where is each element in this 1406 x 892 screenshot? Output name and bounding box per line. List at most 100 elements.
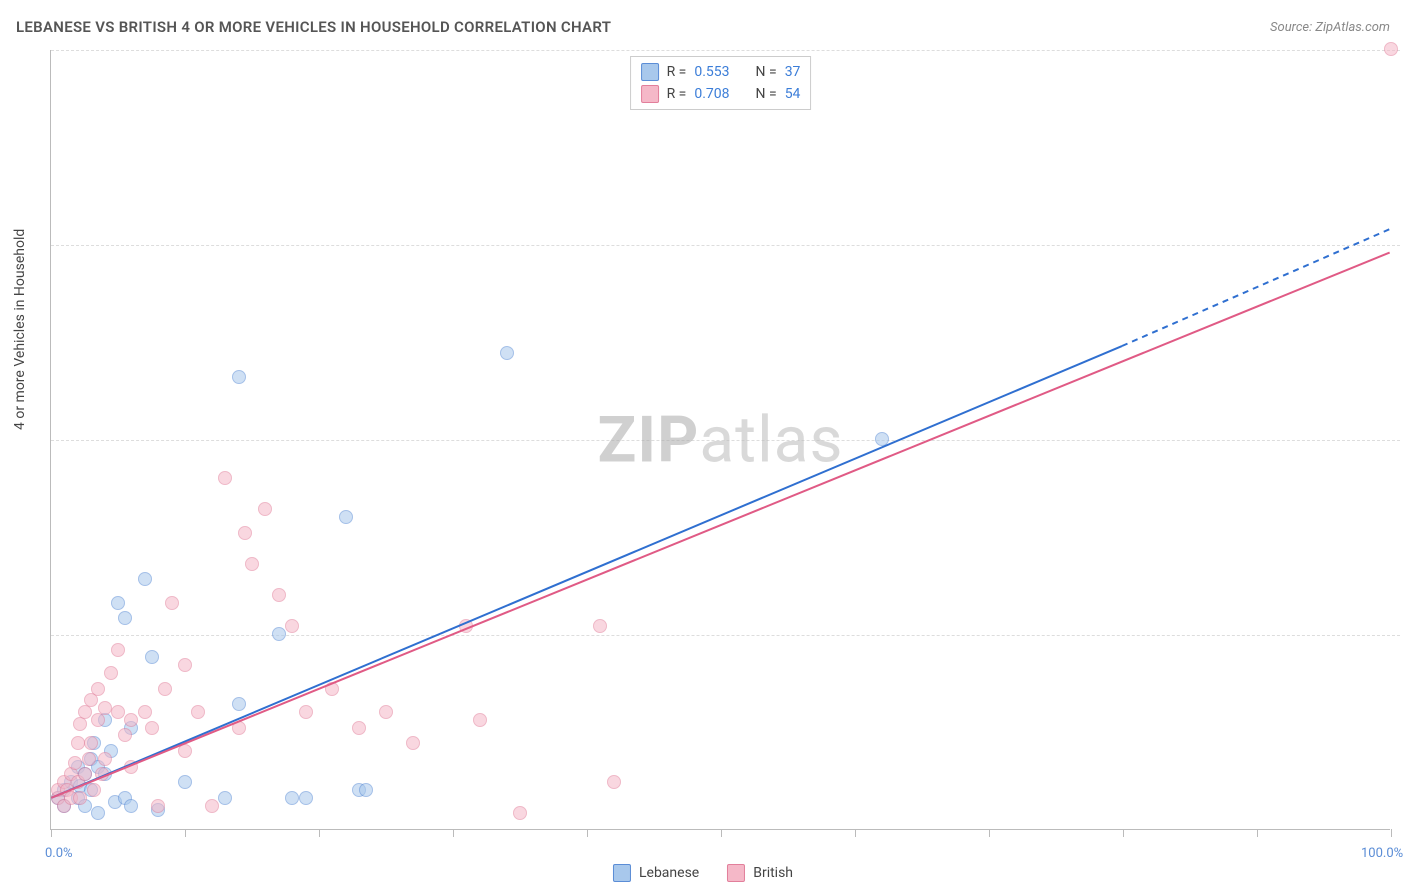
scatter-point (178, 658, 192, 672)
x-tick (587, 829, 588, 837)
scatter-point (285, 791, 299, 805)
gridline-h (51, 635, 1400, 636)
scatter-point (145, 650, 159, 664)
scatter-point (87, 783, 101, 797)
x-tick (989, 829, 990, 837)
correlation-legend: R = 0.553 N = 37 R = 0.708 N = 54 (630, 56, 812, 110)
scatter-point (118, 611, 132, 625)
legend-n-value: 54 (785, 86, 801, 102)
scatter-point (299, 705, 313, 719)
legend-series-label: British (753, 865, 793, 881)
scatter-point (145, 721, 159, 735)
legend-swatch (613, 864, 631, 882)
scatter-point (82, 752, 96, 766)
gridline-h (51, 440, 1400, 441)
scatter-point (607, 775, 621, 789)
scatter-point (299, 791, 313, 805)
scatter-point (84, 736, 98, 750)
scatter-point (111, 643, 125, 657)
scatter-point (285, 619, 299, 633)
scatter-point (78, 767, 92, 781)
scatter-point (875, 432, 889, 446)
legend-swatch (641, 63, 659, 81)
legend-bottom-item: Lebanese (613, 864, 699, 882)
scatter-point (178, 775, 192, 789)
scatter-point (359, 783, 373, 797)
scatter-point (258, 502, 272, 516)
scatter-point (406, 736, 420, 750)
scatter-point (91, 682, 105, 696)
legend-r-value: 0.708 (694, 86, 729, 102)
x-tick (453, 829, 454, 837)
x-tick-label: 0.0% (45, 846, 73, 861)
legend-swatch (727, 864, 745, 882)
scatter-point (118, 728, 132, 742)
scatter-point (1384, 42, 1398, 56)
scatter-point (165, 596, 179, 610)
x-tick (1123, 829, 1124, 837)
scatter-point (473, 713, 487, 727)
legend-r-value: 0.553 (694, 64, 729, 80)
scatter-point (218, 471, 232, 485)
legend-n-value: 37 (785, 64, 801, 80)
header-bar: LEBANESE VS BRITISH 4 OR MORE VEHICLES I… (16, 18, 1390, 36)
source-attribution: Source: ZipAtlas.com (1270, 20, 1390, 35)
x-tick (1257, 829, 1258, 837)
scatter-point (593, 619, 607, 633)
x-tick (721, 829, 722, 837)
scatter-point (71, 736, 85, 750)
scatter-point (352, 721, 366, 735)
scatter-point (238, 526, 252, 540)
scatter-point (111, 705, 125, 719)
scatter-point (272, 627, 286, 641)
legend-bottom-item: British (727, 864, 793, 882)
scatter-point (178, 744, 192, 758)
legend-top-row: R = 0.553 N = 37 (641, 61, 801, 83)
scatter-point (232, 697, 246, 711)
legend-r-prefix: R = (667, 64, 687, 80)
scatter-point (98, 752, 112, 766)
scatter-point (339, 510, 353, 524)
y-axis-label: 4 or more Vehicles in Household (12, 229, 28, 430)
scatter-point (218, 791, 232, 805)
x-tick (51, 829, 52, 837)
scatter-point (124, 713, 138, 727)
x-tick (319, 829, 320, 837)
scatter-point (513, 806, 527, 820)
series-legend: Lebanese British (613, 864, 793, 882)
scatter-point (98, 701, 112, 715)
chart-title: LEBANESE VS BRITISH 4 OR MORE VEHICLES I… (16, 18, 611, 36)
scatter-point (379, 705, 393, 719)
scatter-point (124, 760, 138, 774)
legend-r-prefix: R = (667, 86, 687, 102)
legend-n-prefix: N = (756, 64, 777, 80)
legend-top-row: R = 0.708 N = 54 (641, 83, 801, 105)
scatter-point (104, 666, 118, 680)
legend-swatch (641, 85, 659, 103)
scatter-point (91, 806, 105, 820)
scatter-point (500, 346, 514, 360)
scatter-point (111, 596, 125, 610)
scatter-point (138, 572, 152, 586)
scatter-point (138, 705, 152, 719)
gridline-h (51, 50, 1400, 51)
scatter-point (205, 799, 219, 813)
scatter-point (232, 370, 246, 384)
scatter-point (124, 799, 138, 813)
x-tick (185, 829, 186, 837)
scatter-point (158, 682, 172, 696)
scatter-point (95, 767, 109, 781)
legend-series-label: Lebanese (639, 865, 699, 881)
plot-area: ZIPatlas R =0.553N =37R =0.708N =54 25.0… (50, 50, 1390, 830)
scatter-point (191, 705, 205, 719)
scatter-point (325, 682, 339, 696)
scatter-point (459, 619, 473, 633)
x-tick (855, 829, 856, 837)
scatter-point (73, 791, 87, 805)
scatter-point (151, 799, 165, 813)
gridline-h (51, 245, 1400, 246)
scatter-point (272, 588, 286, 602)
x-tick-label: 100.0% (1361, 846, 1403, 861)
scatter-point (232, 721, 246, 735)
legend-n-prefix: N = (756, 86, 777, 102)
